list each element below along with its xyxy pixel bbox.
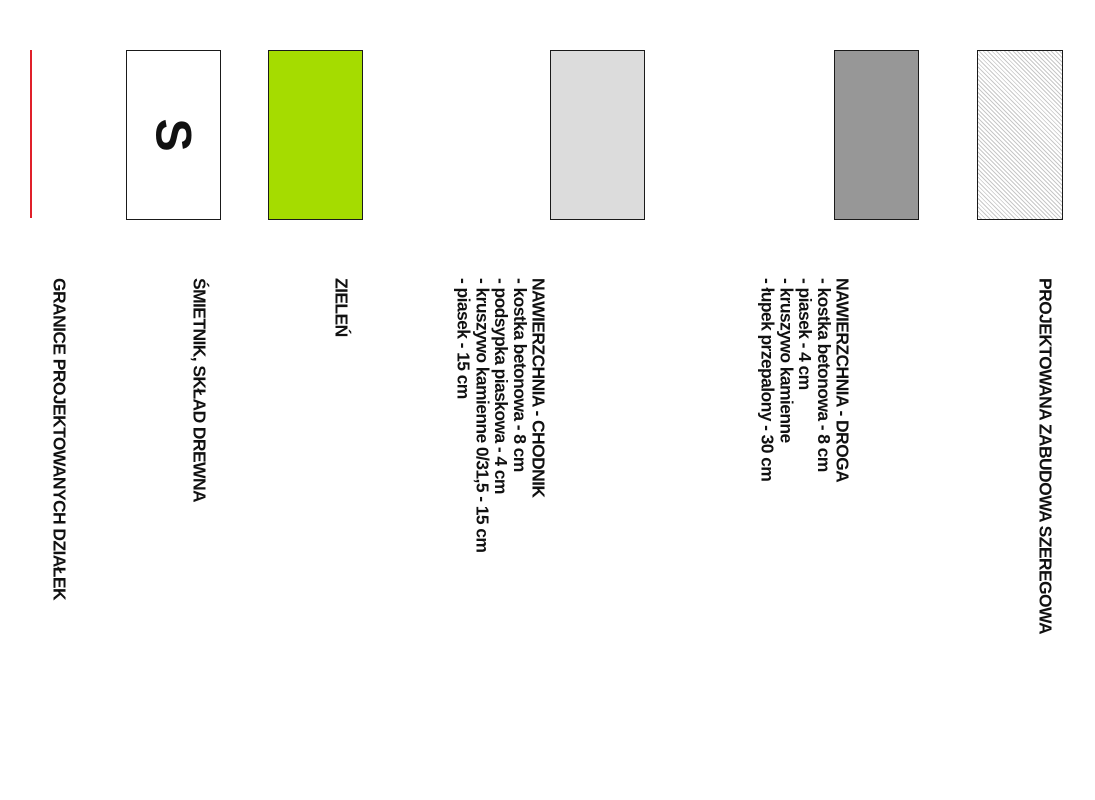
letter-swatch-smietnik: S [126,50,221,220]
grey-swatch-droga [834,50,919,220]
green-swatch-zielen [268,50,363,220]
legend-label-zielen: ZIELEŃ [331,278,352,337]
legend-label-granice: GRANICE PROJEKTOWANYCH DZIAŁEK [49,278,70,600]
legend-line-chodnik: - kruszywo kamienne 0/31,5 - 15 cm [472,278,493,553]
legend-line-droga: - kruszywo kamienne [776,278,797,443]
red-boundary-line [30,50,32,218]
legend-label-zabudowa: PROJEKTOWANA ZABUDOWA SZEREGOWA [1035,278,1056,635]
legend-title-chodnik: NAWIERZCHNIA - CHODNIK [528,278,549,498]
hatched-swatch-zabudowa [977,50,1063,220]
legend-label-smietnik: ŚMIETNIK, SKŁAD DREWNA [189,278,210,503]
letter-s-glyph: S [145,118,202,152]
legend-title-granice: GRANICE PROJEKTOWANYCH DZIAŁEK [49,278,70,600]
legend-title-smietnik: ŚMIETNIK, SKŁAD DREWNA [189,278,210,503]
legend-line-droga: - kostka betonowa - 8 cm [813,278,834,472]
legend-line-droga: - piasek - 4 cm [795,278,816,390]
legend-line-droga: - łupek przepalony - 30 cm [757,278,778,482]
legend-label-chodnik: NAWIERZCHNIA - CHODNIK - kostka betonowa… [453,278,549,553]
legend-line-chodnik: - kostka betonowa - 8 cm [509,278,530,472]
legend-title-zabudowa: PROJEKTOWANA ZABUDOWA SZEREGOWA [1035,278,1056,635]
legend-title-droga: NAWIERZCHNIA - DROGA [832,278,853,483]
legend-line-chodnik: - podsypka piaskowa - 4 cm [491,278,512,494]
legend-line-chodnik: - piasek - 15 cm [453,278,474,399]
lightgrey-swatch-chodnik [550,50,645,220]
legend-title-zielen: ZIELEŃ [331,278,352,337]
legend-label-droga: NAWIERZCHNIA - DROGA - kostka betonowa -… [757,278,853,483]
